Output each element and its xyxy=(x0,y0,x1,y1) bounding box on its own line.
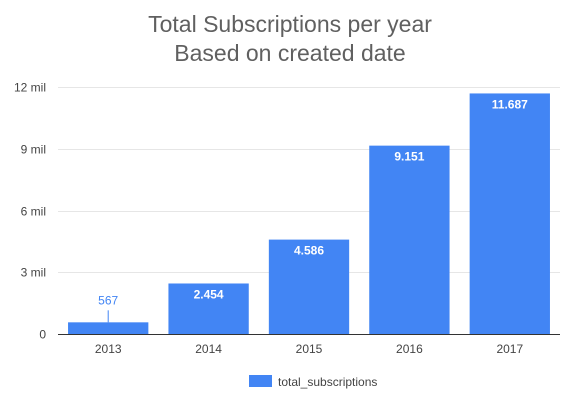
data-label-2017: 11.687 xyxy=(492,97,528,111)
bar-2013 xyxy=(68,322,149,334)
data-label-2015: 4.586 xyxy=(294,244,324,258)
chart-title: Total Subscriptions per year Based on cr… xyxy=(148,11,432,66)
bar-2014 xyxy=(168,283,249,334)
y-axis: 0 3 mil 6 mil 9 mil 12 mil xyxy=(14,81,46,342)
x-tick-label: 2017 xyxy=(496,342,523,356)
y-tick-label: 12 mil xyxy=(14,81,46,95)
legend-label: total_subscriptions xyxy=(278,375,377,389)
x-axis: 2013 2014 2015 2016 2017 xyxy=(58,334,560,356)
legend: total_subscriptions xyxy=(249,375,377,389)
x-tick-label: 2015 xyxy=(296,342,323,356)
y-tick-label: 6 mil xyxy=(21,205,46,219)
chart-title-line-2: Based on created date xyxy=(174,40,405,66)
chart-title-line-1: Total Subscriptions per year xyxy=(148,11,432,37)
y-tick-label: 3 mil xyxy=(21,266,46,280)
y-tick-label: 0 xyxy=(39,328,46,342)
bar-2015 xyxy=(268,239,350,334)
y-tick-label: 9 mil xyxy=(21,143,46,157)
data-label-2013: 567 xyxy=(98,293,118,307)
data-label-2016: 9.151 xyxy=(394,150,424,164)
x-tick-label: 2016 xyxy=(396,342,423,356)
data-labels: 567 2.454 4.586 9.151 11.687 xyxy=(98,97,528,323)
legend-swatch xyxy=(249,375,272,387)
x-tick-label: 2013 xyxy=(95,342,122,356)
bar-2017 xyxy=(469,93,550,334)
data-label-2014: 2.454 xyxy=(194,287,224,301)
x-tick-label: 2014 xyxy=(195,342,222,356)
bars xyxy=(68,93,550,334)
bar-2016 xyxy=(369,145,450,334)
